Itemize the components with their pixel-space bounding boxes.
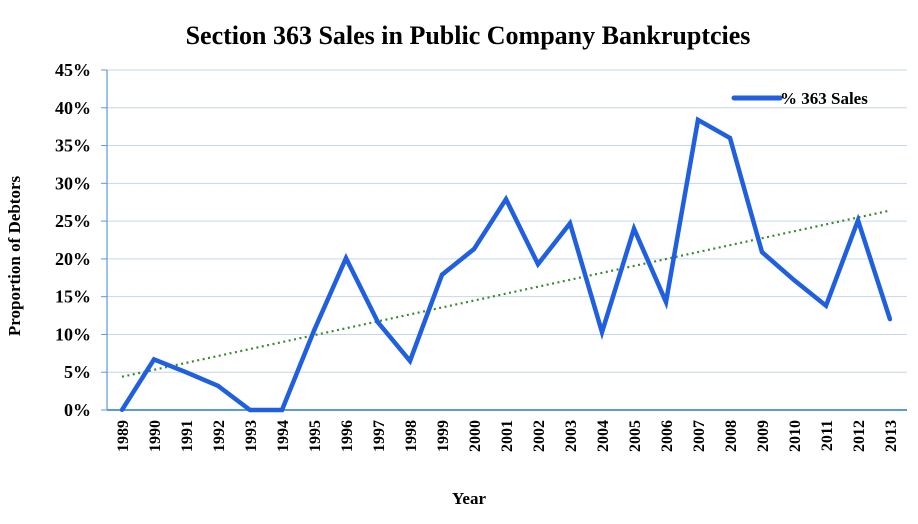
data-point [664, 299, 668, 304]
gridlines [107, 69, 907, 373]
data-point [824, 303, 828, 308]
y-axis-ticks: 0% 5% 10% 15% 20% 25% 30% 35% 40% 45% [55, 60, 107, 420]
y-tick-label: 30% [55, 173, 91, 193]
data-point [792, 278, 796, 283]
x-tick-label: 2004 [595, 420, 612, 452]
y-tick-label: 35% [55, 136, 91, 156]
data-point [408, 358, 412, 363]
y-axis-label: Proportion of Debtors [5, 176, 24, 337]
data-point [440, 272, 444, 277]
x-axis-label: Year [452, 489, 486, 508]
data-point [568, 221, 572, 226]
x-tick-label: 2013 [883, 420, 900, 452]
series-lines [120, 116, 893, 413]
data-point [248, 408, 252, 412]
data-point [504, 197, 508, 202]
axes [106, 70, 907, 411]
x-tick-label: 1997 [371, 420, 388, 452]
x-tick-label: 1998 [403, 420, 420, 452]
x-tick-label: 1989 [115, 420, 132, 452]
data-point [760, 250, 764, 255]
x-tick-label: 1991 [179, 420, 196, 452]
chart-title: Section 363 Sales in Public Company Bank… [186, 21, 751, 50]
data-point [280, 408, 284, 412]
y-tick-label: 20% [55, 249, 91, 269]
series-line-0 [120, 116, 893, 413]
data-point [216, 383, 220, 388]
x-tick-label: 1995 [307, 420, 324, 452]
data-point [696, 117, 700, 122]
x-tick-label: 2010 [787, 420, 804, 452]
x-tick-label: 2003 [563, 420, 580, 452]
data-point [376, 320, 380, 325]
data-point [472, 247, 476, 252]
x-tick-label: 1992 [211, 420, 228, 452]
legend-label: % 363 Sales [780, 89, 868, 108]
data-point [632, 226, 636, 231]
x-tick-label: 2001 [499, 420, 516, 452]
trendline [121, 209, 891, 378]
data-point [120, 408, 124, 412]
y-tick-label: 40% [55, 98, 91, 118]
x-tick-label: 1994 [275, 420, 292, 452]
data-point [184, 370, 188, 375]
x-tick-label: 2008 [723, 420, 740, 452]
x-tick-label: 2002 [531, 420, 548, 452]
data-point [888, 317, 892, 322]
data-point [312, 328, 316, 333]
x-tick-label: 2012 [851, 420, 868, 452]
y-tick-label: 0% [64, 400, 91, 420]
x-tick-label: 2005 [627, 420, 644, 452]
x-tick-label: 2007 [691, 420, 708, 452]
x-tick-label: 2011 [819, 420, 836, 451]
x-axis-ticks: 1989 1990 1991 1992 1993 1994 1995 1996 1997 1998… [115, 420, 900, 452]
data-point [728, 136, 732, 140]
data-point [152, 357, 156, 362]
y-tick-label: 25% [55, 211, 91, 231]
x-tick-label: 1990 [147, 420, 164, 452]
x-tick-label: 1996 [339, 420, 356, 452]
y-tick-label: 10% [55, 324, 91, 344]
y-tick-label: 5% [64, 362, 91, 382]
y-tick-label: 45% [55, 60, 91, 80]
legend: % 363 Sales [731, 89, 868, 108]
data-point [536, 262, 540, 267]
y-tick-label: 15% [55, 287, 91, 307]
x-tick-label: 2000 [467, 420, 484, 452]
data-point [856, 218, 860, 223]
x-tick-label: 1999 [435, 420, 452, 452]
x-tick-label: 2009 [755, 420, 772, 452]
x-tick-label: 1993 [243, 420, 260, 452]
linear-trendline [121, 209, 891, 378]
x-tick-label: 2006 [659, 420, 676, 452]
data-point [344, 256, 348, 261]
data-point [600, 330, 604, 335]
